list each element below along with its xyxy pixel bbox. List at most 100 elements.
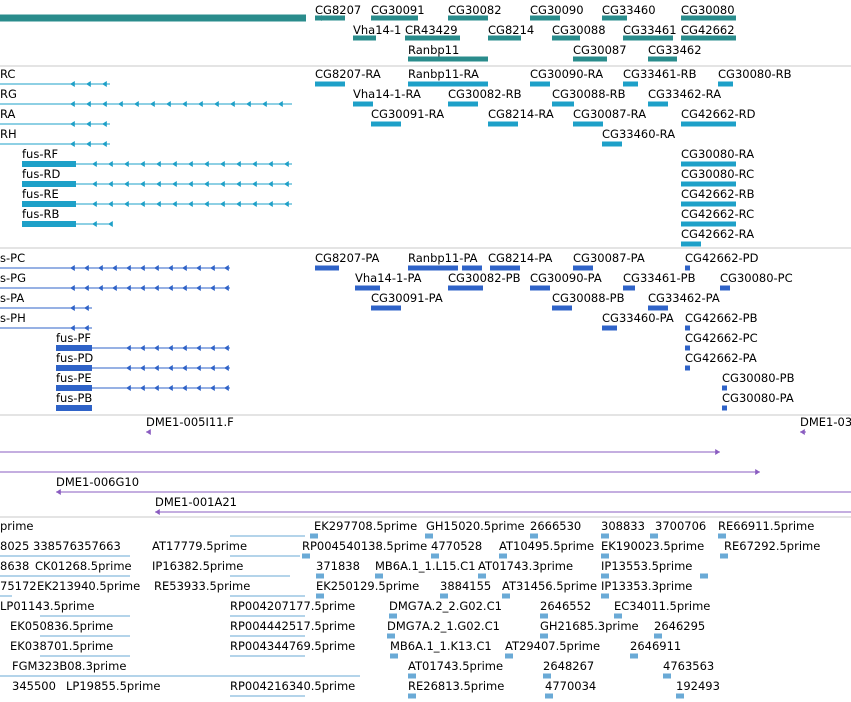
insert-label: DME1-006G10 bbox=[56, 475, 139, 489]
est-label: 3700706 bbox=[655, 519, 706, 533]
protein-arrow bbox=[224, 385, 229, 391]
est-label: 338576357663 bbox=[33, 539, 121, 553]
protein-exon bbox=[56, 405, 92, 411]
protein-label: CG30088-PB bbox=[552, 291, 625, 305]
est-glyph bbox=[499, 553, 507, 559]
protein-arrow bbox=[182, 385, 187, 391]
protein-arrow bbox=[154, 385, 159, 391]
insert-arrow bbox=[155, 509, 160, 515]
protein-arrow bbox=[210, 345, 215, 351]
transcript-arrow bbox=[284, 201, 289, 207]
gene-label: CG8207 bbox=[315, 3, 361, 17]
protein-label: CG33462-PA bbox=[648, 291, 720, 305]
est-glyph bbox=[601, 573, 609, 579]
protein-label: fus-PB bbox=[56, 391, 92, 405]
est-label: AT01743.5prime bbox=[408, 659, 503, 673]
est-label: 4770528 bbox=[431, 539, 482, 553]
transcript-arrow bbox=[236, 161, 241, 167]
est-glyph bbox=[316, 573, 324, 579]
protein-label: CG30087-PA bbox=[573, 251, 645, 265]
transcript-arrow bbox=[166, 101, 171, 107]
protein-arrow bbox=[224, 285, 229, 291]
protein-arrow bbox=[210, 285, 215, 291]
protein-label: Vha14-1-PA bbox=[355, 271, 422, 285]
transcript-label: Vha14-1-RA bbox=[353, 87, 421, 101]
transcript-arrow bbox=[214, 101, 219, 107]
protein-arrow bbox=[154, 365, 159, 371]
transcript-arrow bbox=[86, 81, 91, 87]
transcript-arrow bbox=[204, 181, 209, 187]
transcript-label: CG33462-RA bbox=[648, 87, 721, 101]
gene-feature bbox=[648, 56, 677, 62]
protein-arrow bbox=[196, 345, 201, 351]
transcript-arrow bbox=[284, 181, 289, 187]
protein-arrow bbox=[140, 365, 145, 371]
gene-feature bbox=[408, 56, 488, 62]
protein-glyph bbox=[685, 325, 690, 331]
est-glyph bbox=[440, 593, 448, 599]
gene-label: CG30091 bbox=[371, 3, 425, 17]
protein-arrow bbox=[140, 345, 145, 351]
transcript-arrow bbox=[284, 161, 289, 167]
transcript-arrow bbox=[70, 141, 75, 147]
transcript-label: RC bbox=[0, 67, 15, 81]
est-label: 2646911 bbox=[630, 639, 681, 653]
est-label: 2666530 bbox=[530, 519, 581, 533]
transcript-exon bbox=[22, 181, 76, 187]
gene-label: CG30082 bbox=[448, 3, 502, 17]
est-label: 2648267 bbox=[543, 659, 594, 673]
protein-arrow bbox=[168, 265, 173, 271]
est-glyph bbox=[700, 573, 708, 579]
protein-glyph bbox=[722, 405, 727, 411]
est-glyph bbox=[540, 613, 548, 619]
transcript-arrow bbox=[278, 101, 283, 107]
est-glyph bbox=[654, 633, 662, 639]
protein-glyph bbox=[462, 265, 482, 271]
est-label: RP004216340.5prime bbox=[230, 679, 355, 693]
est-glyph bbox=[545, 693, 553, 699]
est-label: AT31456.5prime bbox=[502, 579, 597, 593]
transcript-label: CG8207-RA bbox=[315, 67, 381, 81]
transcript-label: CG42662-RD bbox=[681, 107, 756, 121]
gene-label: CG42662 bbox=[681, 23, 735, 37]
protein-arrow bbox=[196, 285, 201, 291]
protein-arrow bbox=[126, 365, 131, 371]
protein-glyph bbox=[448, 285, 483, 291]
protein-arrow bbox=[84, 305, 89, 311]
transcript-arrow bbox=[92, 221, 97, 227]
transcript-glyph bbox=[681, 181, 736, 187]
est-label: EK038701.5prime bbox=[10, 639, 113, 653]
est-glyph bbox=[390, 653, 398, 659]
est-label: AT10495.5prime bbox=[499, 539, 594, 553]
gene-feature bbox=[681, 35, 736, 41]
transcript-arrow bbox=[268, 181, 273, 187]
gene-label: CG30087 bbox=[573, 43, 627, 57]
protein-arrow bbox=[70, 305, 75, 311]
est-glyph bbox=[676, 693, 684, 699]
est-glyph bbox=[408, 693, 416, 699]
transcript-glyph bbox=[602, 141, 622, 147]
transcript-arrow bbox=[182, 101, 187, 107]
est-label: LP19855.5prime bbox=[66, 679, 160, 693]
gene-label: CG33462 bbox=[648, 43, 702, 57]
protein-label: Ranbp11-PA bbox=[408, 251, 478, 265]
transcript-label: fus-RD bbox=[22, 167, 60, 181]
transcript-arrow bbox=[150, 101, 155, 107]
transcript-label: CG42662-RC bbox=[681, 207, 754, 221]
protein-glyph bbox=[355, 285, 380, 291]
transcript-label: CG30080-RA bbox=[681, 147, 754, 161]
transcript-label: CG33460-RA bbox=[602, 127, 675, 141]
transcript-label: CG30091-RA bbox=[371, 107, 444, 121]
est-label: MB6A.1_1.L15.C1 bbox=[375, 559, 476, 573]
protein-glyph bbox=[573, 265, 593, 271]
transcript-exon bbox=[22, 201, 76, 207]
protein-arrow bbox=[84, 285, 89, 291]
est-label: 4770034 bbox=[545, 679, 596, 693]
gene-label: Ranbp11 bbox=[408, 43, 459, 57]
est-label: CK01268.5prime bbox=[35, 559, 132, 573]
protein-label: CG30082-PB bbox=[448, 271, 521, 285]
transcript-arrow bbox=[236, 201, 241, 207]
transcript-glyph bbox=[681, 221, 736, 227]
protein-arrow bbox=[140, 385, 145, 391]
